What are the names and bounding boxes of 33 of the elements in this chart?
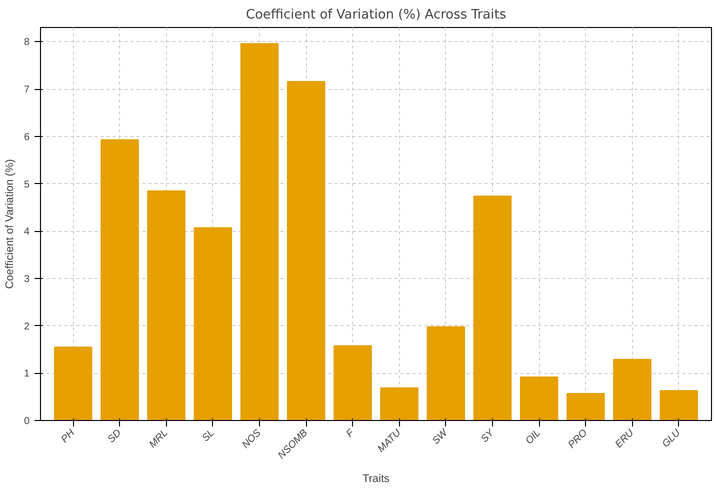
x-tick-label: PH (59, 427, 78, 446)
x-tick-label: OIL (524, 428, 543, 447)
y-tick-label: 4 (24, 226, 30, 238)
bar (660, 390, 698, 420)
bar (54, 346, 92, 420)
bar (520, 376, 558, 420)
y-tick-label: 8 (24, 37, 30, 48)
bar (566, 393, 605, 420)
y-tick-label: 5 (24, 179, 30, 190)
bar (147, 190, 186, 420)
bar (473, 196, 512, 420)
y-tick-label: 0 (24, 416, 30, 427)
bar (240, 43, 279, 420)
x-tick-label: SW (430, 426, 451, 447)
bar (100, 139, 139, 420)
bar (613, 358, 652, 420)
bar (380, 387, 418, 420)
bar (426, 326, 466, 420)
bar (194, 227, 232, 420)
y-tick-label: 2 (24, 321, 30, 332)
x-tick-label: SL (200, 428, 217, 444)
bar (334, 345, 372, 420)
y-tick-label: 6 (24, 132, 30, 143)
y-tick-label: 3 (24, 274, 30, 285)
y-tick-label: 1 (24, 368, 30, 380)
x-axis-title: Traits (362, 473, 390, 486)
x-tick-label: SD (106, 428, 124, 446)
x-tick-label: SY (479, 426, 498, 445)
y-tick-label: 7 (24, 84, 30, 96)
chart-title: Coefficient of Variation (%) Across Traits (246, 8, 506, 22)
bar (286, 80, 326, 420)
x-tick-label: F (344, 426, 358, 440)
y-axis-title: Coefficient of Variation (%) (4, 159, 16, 289)
